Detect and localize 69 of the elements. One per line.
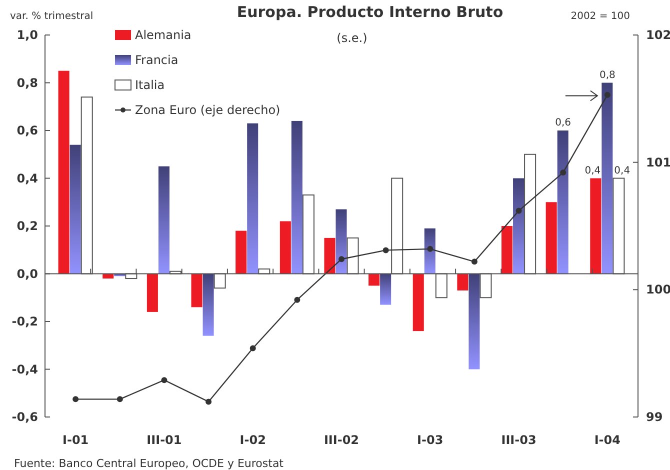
bar: [424, 228, 436, 274]
x-tick-label: I-03: [417, 433, 444, 447]
point: [382, 247, 389, 254]
y-tick-label: 0,8: [16, 76, 38, 90]
chart-subtitle: (s.e.): [336, 31, 368, 45]
y-tick-label: -0,6: [12, 410, 38, 424]
legend-label: Zona Euro (eje derecho): [135, 103, 280, 117]
bar: [202, 274, 214, 336]
bar: [291, 120, 302, 274]
point: [250, 345, 256, 352]
data-label: 0,6: [555, 118, 572, 128]
bar: [280, 221, 291, 274]
legend-label: Francia: [135, 53, 178, 67]
bar: [412, 274, 424, 332]
y-tick-label: 1,0: [16, 28, 38, 42]
y-axis-title: var. % trimestral: [10, 11, 94, 22]
x-tick-label: III-03: [501, 433, 536, 447]
y-tick-label: 0,6: [16, 124, 38, 138]
bar: [336, 209, 347, 274]
bar: [557, 130, 568, 274]
point: [427, 246, 434, 252]
bar: [324, 238, 336, 274]
chart-title: Europa. Producto Interno Bruto: [236, 3, 504, 21]
x-tick-label: III-02: [324, 433, 360, 447]
y-tick-label: 0,2: [16, 219, 38, 233]
bar: [70, 144, 81, 274]
x-tick-label: I-02: [240, 433, 266, 447]
y-tick-label: 0,4: [16, 171, 38, 186]
y-tick-label: 0,0: [16, 266, 38, 281]
data-label: 0,4: [584, 165, 601, 176]
bar: [457, 274, 468, 290]
y2-tick-label: 102: [646, 28, 670, 42]
point: [471, 258, 478, 265]
bar: [380, 274, 392, 305]
bar: [158, 166, 170, 274]
legend-label: Alemania: [135, 28, 192, 42]
x-tick-label: I-04: [594, 433, 620, 447]
bar: [58, 70, 70, 274]
y2-tick-label: 99: [646, 410, 663, 424]
bar: [247, 123, 258, 274]
bar: [146, 274, 158, 312]
point: [72, 396, 79, 402]
point: [206, 398, 212, 405]
legend-label: Italia: [135, 78, 165, 92]
bar: [236, 230, 247, 274]
data-label: 0,8: [599, 70, 616, 81]
bar: [468, 274, 480, 370]
bar: [191, 274, 202, 308]
x-tick-label: III-01: [146, 433, 182, 447]
bar: [602, 82, 613, 274]
y-tick-label: -0,4: [12, 362, 38, 376]
point: [604, 92, 610, 98]
data-label: 0,4: [614, 165, 630, 176]
y-tick-label: -0,2: [12, 314, 38, 328]
bar: [501, 226, 513, 274]
bar: [513, 178, 524, 274]
point: [161, 377, 168, 384]
y2-axis-title: 2002 = 100: [570, 11, 630, 22]
source-note: Fuente: Banco Central Europeo, OCDE y Eurostat: [14, 457, 284, 470]
point: [116, 396, 123, 402]
bar: [368, 274, 380, 286]
point: [294, 296, 300, 303]
y2-tick-label: 101: [646, 155, 670, 170]
bar: [590, 178, 602, 274]
point: [560, 170, 566, 176]
point: [516, 208, 522, 214]
bar: [546, 202, 557, 274]
point: [338, 256, 344, 262]
x-tick-label: I-01: [62, 433, 89, 447]
